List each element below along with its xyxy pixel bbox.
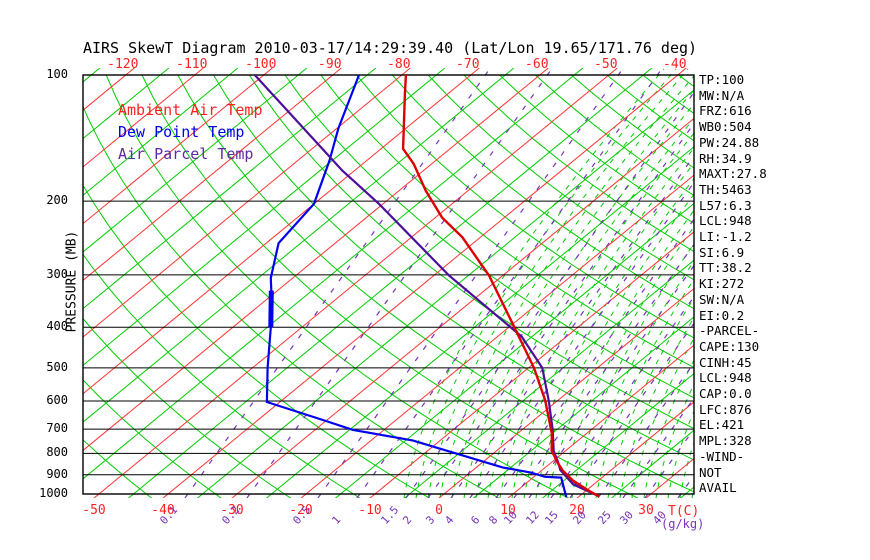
bottom-tick-20: 20 [569, 503, 585, 518]
ambient-temp-curve [401, 74, 600, 498]
bottom-tick-0: 0 [435, 503, 443, 518]
parcel-curve [253, 74, 600, 498]
panel-line-18: CINH:45 [699, 354, 752, 370]
bottom-tick--40: -40 [151, 503, 175, 518]
temp-unit-label: T(C) [668, 504, 700, 519]
bottom-tick-10: 10 [500, 503, 516, 518]
red-isotherms [83, 68, 694, 498]
bottom-tick--20: -20 [289, 503, 313, 518]
top-tick--40: -40 [663, 57, 687, 72]
panel-line-19: LCL:948 [699, 370, 752, 386]
pressure-tick-800: 800 [46, 445, 68, 460]
chart-title: AIRS SkewT Diagram 2010-03-17/14:29:39.4… [82, 39, 698, 57]
pressure-tick-300: 300 [46, 266, 68, 281]
top-tick--70: -70 [456, 57, 480, 72]
pressure-tick-900: 900 [46, 466, 68, 481]
bottom-tick--30: -30 [220, 503, 244, 518]
bottom-tick--10: -10 [358, 503, 382, 518]
panel-line-2: FRZ:616 [699, 103, 752, 119]
panel-line-22: EL:421 [699, 417, 745, 433]
dewpoint-curve [265, 74, 568, 498]
pressure-tick-400: 400 [46, 319, 68, 334]
panel-line-21: LFC:876 [699, 401, 752, 417]
top-tick--100: -100 [245, 57, 277, 72]
pressure-tick-100: 100 [46, 67, 68, 81]
panel-line-11: SI:6.9 [699, 244, 745, 260]
panel-line-4: PW:24.88 [699, 134, 760, 150]
panel-line-20: CAP:0.0 [699, 386, 752, 402]
mixing-ratio-lines [184, 68, 694, 498]
panel-line-8: L57:6.3 [699, 197, 752, 213]
pressure-tick-600: 600 [46, 393, 68, 408]
pressure-tick-200: 200 [46, 193, 68, 208]
panel-line-10: LI:-1.2 [699, 229, 752, 245]
top-tick--80: -80 [387, 57, 411, 72]
legend-parcel: Air Parcel Temp [118, 145, 254, 163]
pressure-tick-1000: 1000 [39, 486, 68, 500]
top-tick--50: -50 [594, 57, 618, 72]
panel-line-7: TH:5463 [699, 181, 752, 197]
plot-border [82, 74, 695, 495]
green-isotherms [83, 68, 694, 498]
top-tick--120: -120 [107, 57, 139, 72]
panel-line-25: NOT [699, 464, 722, 480]
bottom-tick--50: -50 [82, 503, 106, 518]
panel-line-16: -PARCEL- [699, 323, 760, 339]
panel-line-1: MW:N/A [699, 87, 745, 103]
sounding-parameter-panel: TP:100 MW:N/A FRZ:616 WB0:504 PW:24.88 RH:34.… [699, 72, 767, 496]
top-tick--90: -90 [318, 57, 342, 72]
panel-line-15: EI:0.2 [699, 307, 745, 323]
legend-dewpoint: Dew Point Temp [118, 123, 245, 141]
mixing-unit-label: (g/kg) [661, 517, 705, 531]
bottom-tick-30: 30 [638, 503, 654, 518]
legend-ambient: Ambient Air Temp [118, 101, 263, 119]
panel-line-5: RH:34.9 [699, 150, 752, 166]
panel-line-9: LCL:948 [699, 213, 752, 229]
top-tick--110: -110 [176, 57, 208, 72]
pressure-tick-500: 500 [46, 359, 68, 374]
panel-line-26: AVAIL [699, 480, 737, 496]
panel-line-6: MAXT:27.8 [699, 166, 767, 182]
panel-line-14: SW:N/A [699, 291, 745, 307]
panel-line-17: CAPE:130 [699, 338, 760, 354]
top-tick--60: -60 [525, 57, 549, 72]
panel-line-3: WB0:504 [699, 119, 752, 135]
panel-line-0: TP:100 [699, 72, 745, 87]
panel-line-23: MPL:328 [699, 433, 752, 449]
panel-line-12: TT:38.2 [699, 260, 752, 276]
panel-line-24: -WIND- [699, 448, 745, 464]
pressure-tick-700: 700 [46, 421, 68, 436]
moist-adiabats [403, 68, 694, 498]
panel-line-13: KI:272 [699, 276, 745, 292]
